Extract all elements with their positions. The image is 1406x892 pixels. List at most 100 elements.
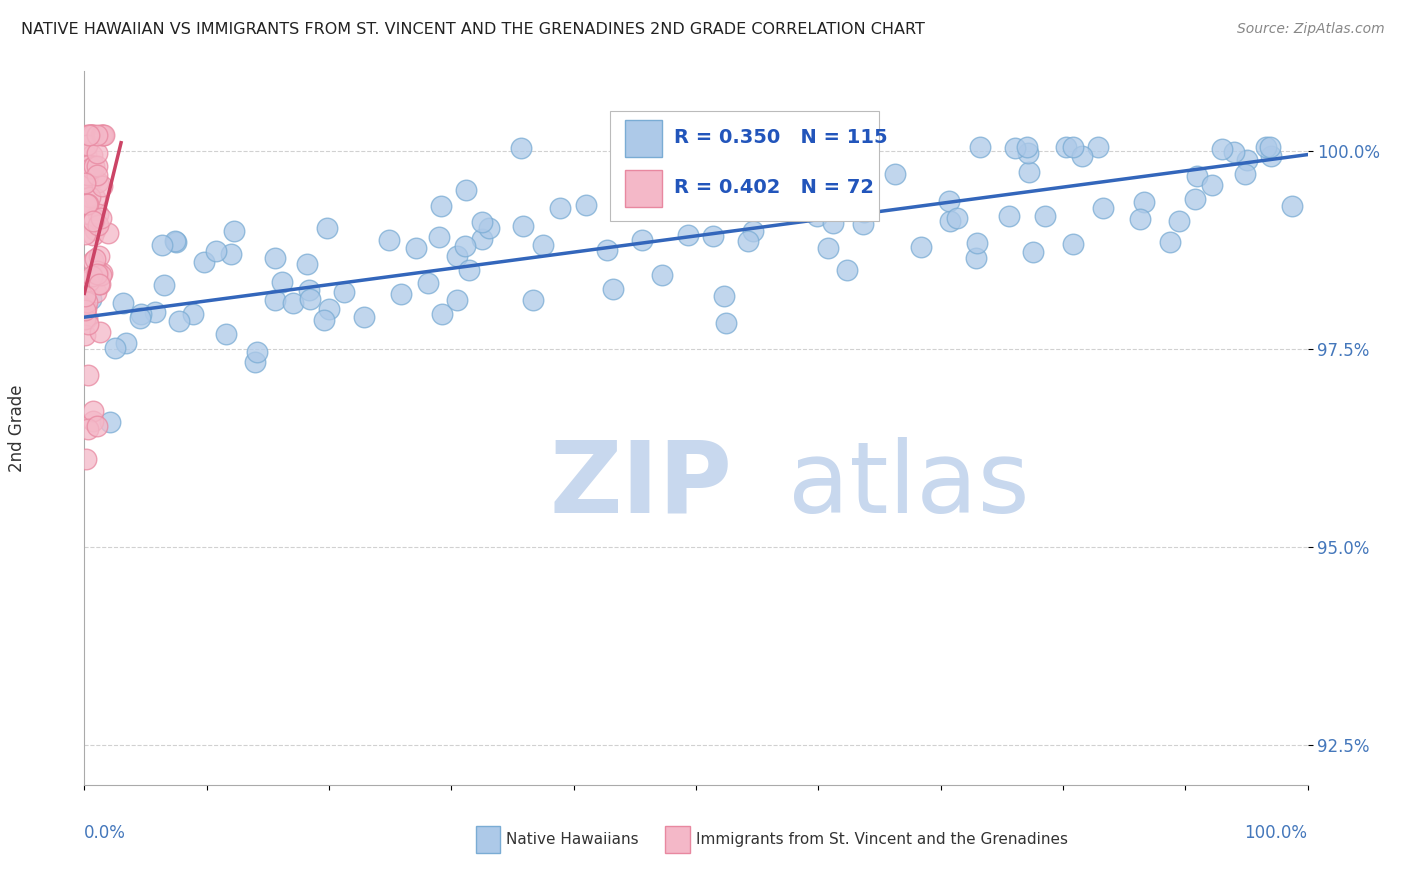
- Point: [264, 293, 287, 308]
- Point: [759, 199, 782, 213]
- Point: [602, 282, 624, 296]
- Point: [695, 197, 717, 211]
- Point: [76, 422, 98, 436]
- Point: [80, 268, 103, 283]
- Point: [651, 268, 673, 283]
- Point: [430, 307, 453, 321]
- Point: [82, 128, 104, 142]
- Bar: [665, 826, 690, 853]
- Point: [111, 296, 134, 310]
- Point: [75, 176, 97, 190]
- Point: [939, 214, 962, 228]
- Point: [73, 227, 96, 241]
- Point: [1167, 214, 1189, 228]
- Point: [427, 230, 450, 244]
- Point: [86, 267, 108, 281]
- Point: [86, 267, 108, 281]
- Point: [76, 171, 98, 186]
- Point: [76, 368, 98, 383]
- Point: [222, 223, 245, 237]
- Point: [76, 128, 98, 142]
- Point: [318, 302, 340, 317]
- Point: [83, 170, 105, 185]
- Point: [87, 207, 110, 221]
- Text: R = 0.350   N = 115: R = 0.350 N = 115: [673, 128, 887, 147]
- Point: [243, 355, 266, 369]
- Point: [150, 237, 173, 252]
- Point: [89, 277, 111, 291]
- Point: [1234, 167, 1257, 181]
- Text: 0.0%: 0.0%: [84, 824, 127, 842]
- Point: [219, 247, 242, 261]
- Point: [678, 227, 700, 242]
- Point: [316, 220, 339, 235]
- Point: [73, 196, 96, 211]
- Point: [167, 313, 190, 327]
- Point: [378, 233, 401, 247]
- Point: [457, 262, 479, 277]
- Point: [89, 211, 111, 225]
- Point: [612, 179, 634, 194]
- Point: [522, 293, 544, 308]
- Point: [804, 190, 827, 204]
- Point: [1062, 237, 1084, 252]
- Text: R = 0.402   N = 72: R = 0.402 N = 72: [673, 178, 875, 197]
- Point: [281, 296, 304, 310]
- Point: [73, 273, 96, 287]
- Point: [77, 317, 100, 331]
- Text: Immigrants from St. Vincent and the Grenadines: Immigrants from St. Vincent and the Gren…: [696, 831, 1069, 847]
- Point: [98, 415, 121, 429]
- Point: [163, 234, 186, 248]
- Text: NATIVE HAWAIIAN VS IMMIGRANTS FROM ST. VINCENT AND THE GRENADINES 2ND GRADE CORR: NATIVE HAWAIIAN VS IMMIGRANTS FROM ST. V…: [21, 22, 925, 37]
- Point: [82, 254, 104, 268]
- Text: 2nd Grade: 2nd Grade: [8, 384, 27, 472]
- Point: [1281, 199, 1303, 213]
- Point: [97, 226, 120, 240]
- Point: [852, 218, 875, 232]
- Point: [1222, 145, 1244, 159]
- Point: [299, 292, 322, 306]
- Point: [77, 274, 100, 288]
- Point: [575, 198, 598, 212]
- Point: [471, 215, 494, 229]
- Point: [82, 128, 104, 142]
- Point: [75, 148, 97, 162]
- Point: [75, 301, 97, 316]
- Point: [946, 211, 969, 225]
- Bar: [626, 169, 662, 207]
- Point: [596, 243, 619, 257]
- Point: [1033, 209, 1056, 223]
- Point: [1004, 141, 1026, 155]
- Point: [82, 414, 104, 428]
- Point: [1018, 165, 1040, 179]
- Point: [314, 313, 336, 327]
- Point: [86, 145, 108, 160]
- Point: [76, 137, 98, 152]
- Point: [1185, 169, 1208, 183]
- Bar: [626, 120, 662, 157]
- Point: [910, 239, 932, 253]
- Point: [89, 326, 111, 340]
- Point: [716, 316, 738, 330]
- Point: [966, 235, 988, 250]
- Point: [91, 128, 114, 142]
- Point: [86, 218, 108, 232]
- Point: [702, 228, 724, 243]
- Point: [797, 197, 820, 211]
- Point: [1070, 149, 1092, 163]
- Point: [709, 190, 731, 204]
- Point: [153, 278, 176, 293]
- Point: [853, 205, 876, 219]
- Point: [808, 161, 831, 175]
- Point: [80, 292, 103, 306]
- Point: [89, 277, 111, 291]
- Point: [128, 311, 150, 326]
- Point: [1017, 146, 1039, 161]
- Point: [264, 251, 287, 265]
- Point: [86, 128, 108, 142]
- Point: [835, 262, 858, 277]
- Point: [215, 327, 238, 342]
- Point: [1133, 194, 1156, 209]
- Point: [75, 452, 97, 467]
- Point: [1087, 139, 1109, 153]
